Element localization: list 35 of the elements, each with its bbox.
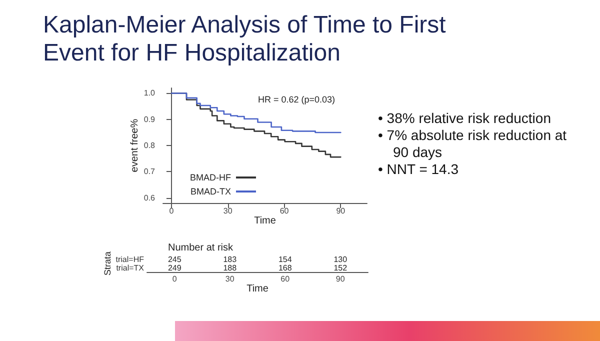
annotation: HR = 0.62 (p=0.03)	[258, 94, 336, 104]
y-axis-title: event free%	[129, 118, 140, 172]
data-label: 152	[334, 263, 348, 272]
data-label: 154	[278, 254, 292, 264]
data-label: 188	[223, 263, 238, 272]
legend-label: BMAD-TX	[190, 186, 231, 196]
y-tick-label: trial=TX	[116, 263, 145, 272]
y-tick-label: 0.7	[144, 167, 156, 176]
x-tick-label: 60	[280, 274, 290, 284]
y-tick-label: 0.6	[144, 193, 156, 202]
x-tick-label: 30	[225, 274, 235, 284]
data-label: 249	[168, 263, 182, 272]
data-label: 168	[278, 263, 292, 272]
data-label: 130	[334, 254, 348, 264]
x-tick-label: 0	[172, 274, 178, 284]
y-tick-label: trial=HF	[116, 254, 144, 264]
y-tick-label: 0.9	[144, 114, 156, 124]
data-label: 245	[168, 254, 182, 264]
chart-title: Kaplan-Meier Analysis of Time to First Event for HF Hospitalization	[43, 12, 446, 66]
chart-title: Number at risk	[168, 242, 234, 254]
legend-label: BMAD-HF	[190, 172, 232, 182]
x-tick-label: 90	[336, 274, 346, 284]
x-tick-label: 0	[169, 206, 174, 216]
text: • 7% absolute risk reduction at 90 days	[378, 127, 568, 161]
text: • 38% relative risk reduction	[378, 110, 552, 127]
x-axis-title: Time	[254, 216, 276, 226]
data-label: 183	[223, 254, 238, 264]
x-axis-title: Time	[246, 283, 269, 294]
x-tick-label: 30	[223, 206, 233, 216]
y-axis-title: Strata	[102, 251, 112, 276]
x-tick-label: 60	[280, 206, 290, 216]
y-tick-label: 0.8	[144, 141, 156, 150]
y-tick-label: 1.0	[144, 88, 156, 98]
x-tick-label: 90	[336, 206, 346, 216]
text: • NNT = 14.3	[378, 161, 460, 178]
